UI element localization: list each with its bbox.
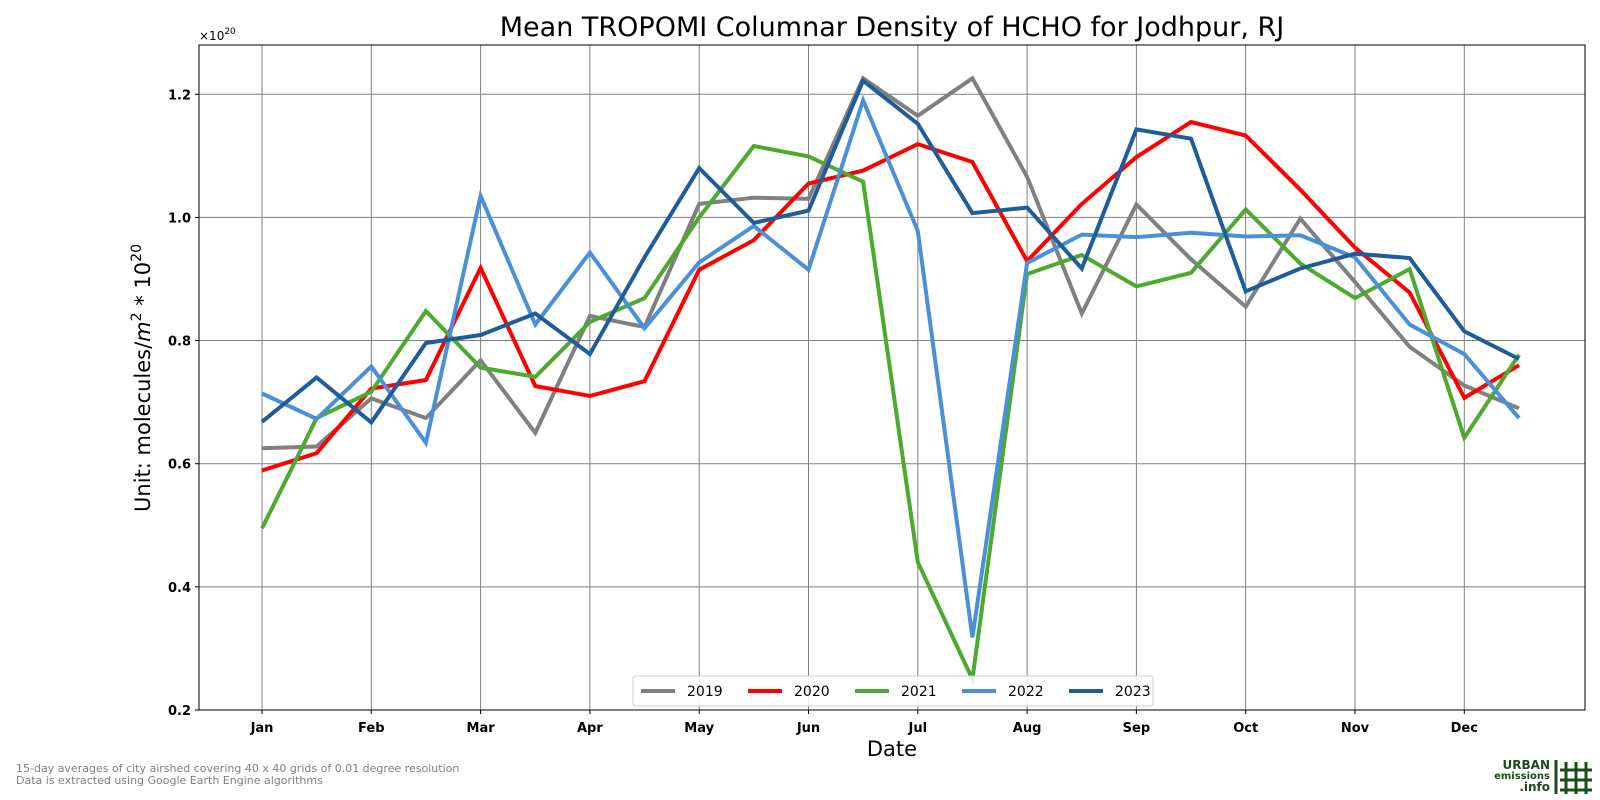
y-label-unit-exp: 2 xyxy=(129,312,145,321)
y-label-mid: * 10 xyxy=(131,262,155,313)
y-offset-text: ×1020 xyxy=(199,27,236,43)
y-offset-base: ×10 xyxy=(199,29,224,43)
x-tick-label: Feb xyxy=(358,721,384,736)
footer-note-1: 15-day averages of city airshed covering… xyxy=(16,762,460,775)
x-tick-label: Jan xyxy=(250,721,274,736)
x-tick-label: Nov xyxy=(1341,721,1370,736)
x-tick-label: Dec xyxy=(1451,721,1478,736)
logo-line-2: emissions xyxy=(1494,771,1550,782)
x-tick-label: Jul xyxy=(908,721,928,736)
y-label-unit-base: m xyxy=(131,321,155,341)
urban-emissions-logo: URBAN emissions .info xyxy=(1494,758,1594,796)
y-tick-label: 1.2 xyxy=(168,88,191,103)
x-tick-label: Sep xyxy=(1123,721,1151,736)
logo-line-1: URBAN xyxy=(1502,758,1550,772)
x-tick-label: Aug xyxy=(1013,721,1042,736)
y-axis-ticks: 0.2 0.4 0.6 0.8 1.0 1.2 xyxy=(168,88,199,719)
x-axis-ticks: Jan Feb Mar Apr May Jun Jul Aug Sep Oct Nov Dec xyxy=(250,710,1478,736)
x-axis-label: Date xyxy=(867,737,917,761)
logo-text: URBAN emissions .info xyxy=(1494,758,1550,794)
x-tick-label: Oct xyxy=(1233,721,1258,736)
legend-label-2019: 2019 xyxy=(687,684,723,700)
legend-label-2022: 2022 xyxy=(1008,684,1044,700)
x-tick-label: Apr xyxy=(577,721,603,736)
series-lines xyxy=(260,75,1521,687)
logo-line-3: .info xyxy=(1519,780,1550,794)
x-tick-label: May xyxy=(684,721,714,736)
x-tick-label: Jun xyxy=(796,721,820,736)
chart-title: Mean TROPOMI Columnar Density of HCHO fo… xyxy=(500,12,1284,43)
series-line-2020 xyxy=(261,119,1521,473)
y-tick-label: 0.2 xyxy=(168,704,191,719)
legend-label-2020: 2020 xyxy=(794,684,830,700)
legend-label-2021: 2021 xyxy=(901,684,937,700)
x-tick-label: Mar xyxy=(467,721,496,736)
y-label-exp: 20 xyxy=(129,244,145,262)
y-tick-label: 1.0 xyxy=(168,211,191,226)
y-tick-label: 0.6 xyxy=(168,458,191,473)
y-tick-label: 0.8 xyxy=(168,335,191,350)
series-line-2022 xyxy=(261,94,1521,638)
legend: 2019 2020 2021 2022 2023 xyxy=(632,675,1154,707)
series-line-2021 xyxy=(260,143,1521,687)
series-line-2023 xyxy=(260,77,1520,426)
y-offset-exp: 20 xyxy=(224,27,236,37)
y-label-prefix: Unit: molecules/ xyxy=(131,341,155,512)
logo-grid-icon xyxy=(1554,760,1592,794)
footer-note-2: Data is extracted using Google Earth Eng… xyxy=(16,774,323,787)
y-axis-label: Unit: molecules/m2 * 1020 xyxy=(129,244,155,512)
y-tick-label: 0.4 xyxy=(168,581,191,596)
series-line-2019 xyxy=(261,75,1520,451)
legend-label-2023: 2023 xyxy=(1115,684,1151,700)
plot-frame xyxy=(198,44,1586,711)
legend-box xyxy=(632,675,1154,707)
